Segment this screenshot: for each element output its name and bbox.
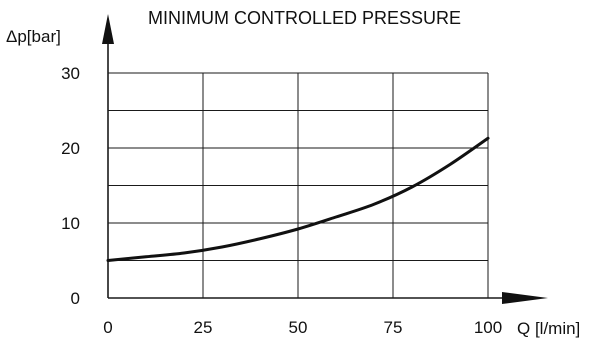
x-tick-label: 25 xyxy=(194,318,213,337)
x-tick-label: 75 xyxy=(384,318,403,337)
y-axis-arrow xyxy=(102,14,114,44)
x-tick-label: 100 xyxy=(474,318,502,337)
x-tick-label: 50 xyxy=(289,318,308,337)
y-tick-label: 0 xyxy=(71,289,80,308)
y-axis-label: Δp[bar] xyxy=(6,27,61,46)
y-tick-label: 20 xyxy=(61,139,80,158)
x-tick-label: 0 xyxy=(103,318,112,337)
chart-title: MINIMUM CONTROLLED PRESSURE xyxy=(148,8,461,28)
x-axis-label: Q [l/min] xyxy=(517,319,580,338)
y-tick-label: 10 xyxy=(61,214,80,233)
y-tick-label: 30 xyxy=(61,64,80,83)
axes xyxy=(102,14,548,304)
series-group xyxy=(106,136,490,262)
grid xyxy=(108,72,489,298)
tick-labels: 0 25 50 75 100 0 10 20 30 xyxy=(61,64,502,337)
series-line xyxy=(106,136,490,262)
x-axis-arrow xyxy=(502,292,548,304)
